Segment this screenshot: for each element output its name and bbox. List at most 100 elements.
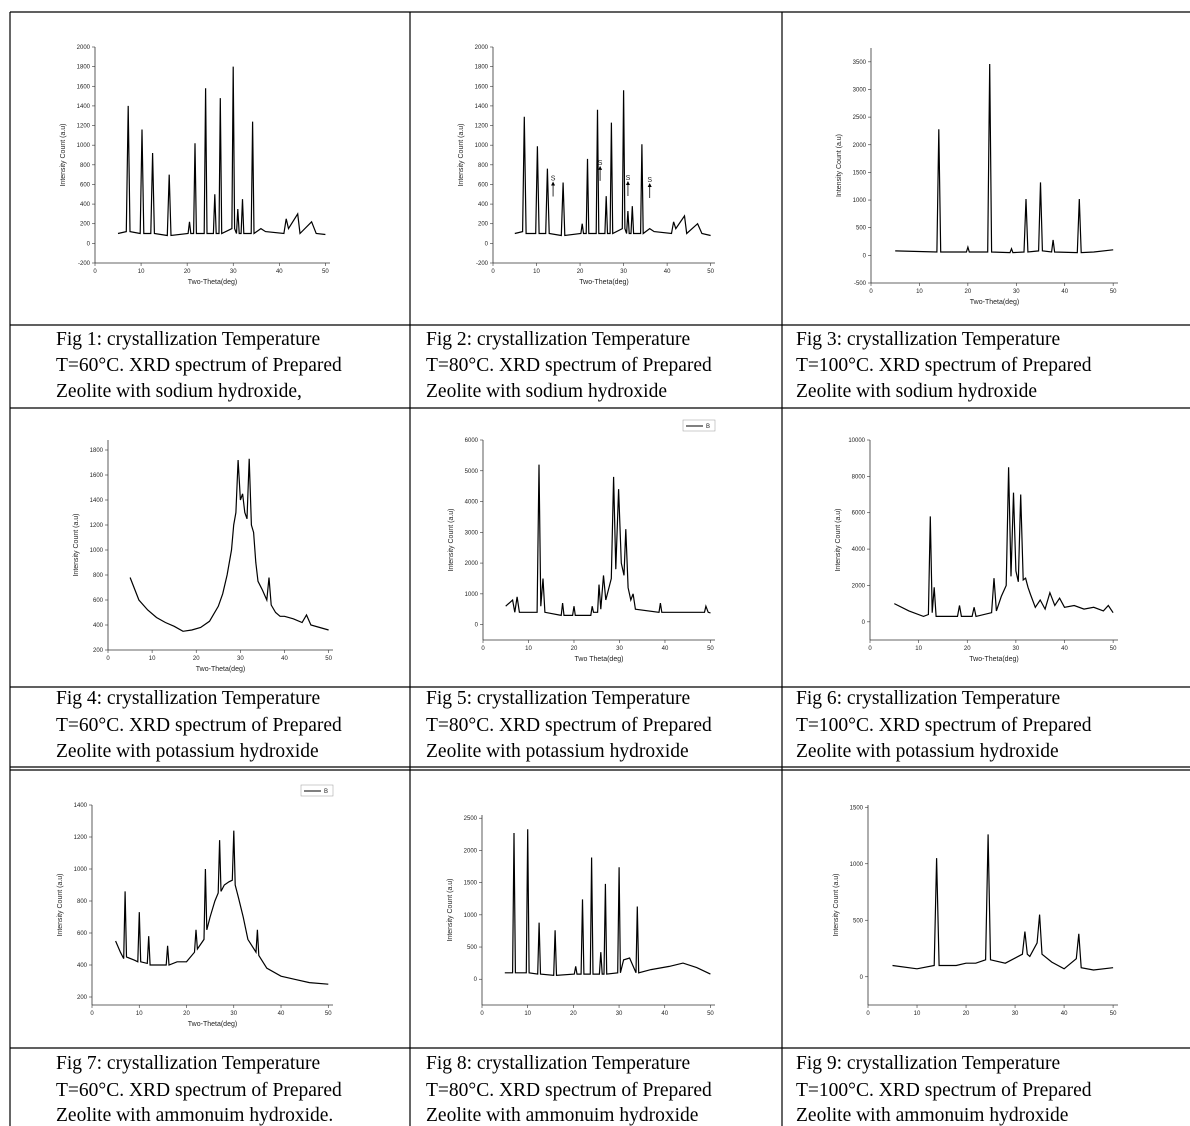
x-tick-label: 40	[1061, 1011, 1068, 1017]
x-tick-label: 30	[230, 1011, 237, 1017]
caption-line: T=60°C. XRD spectrum of Prepared	[56, 355, 342, 376]
annotation-arrowhead	[625, 181, 630, 186]
x-tick-label: 30	[620, 269, 627, 275]
annotation: S	[551, 176, 556, 183]
caption-line: T=60°C. XRD spectrum of Prepared	[56, 1080, 342, 1101]
y-tick-label: 3500	[853, 60, 867, 66]
caption-line: T=100°C. XRD spectrum of Prepared	[796, 715, 1092, 736]
x-tick-label: 40	[276, 269, 283, 275]
x-tick-label: 10	[136, 1011, 143, 1017]
caption-line: Fig 9: crystallization Temperature	[796, 1053, 1060, 1074]
x-tick-label: 0	[106, 656, 110, 662]
x-tick-label: 20	[577, 269, 584, 275]
x-tick-label: 50	[325, 1011, 332, 1017]
legend-label: B	[706, 424, 710, 430]
x-tick-label: 40	[1061, 289, 1068, 295]
x-tick-label: 20	[570, 1011, 577, 1017]
x-tick-label: 50	[707, 646, 714, 652]
caption-line: Fig 3: crystallization Temperature	[796, 329, 1060, 350]
x-tick-label: 30	[616, 1011, 623, 1017]
y-tick-label: -200	[78, 261, 91, 267]
y-tick-label: 200	[80, 222, 91, 228]
xrd-chart: -200020040060080010001200140016001800200…	[60, 45, 330, 286]
y-axis-label: Intensity Count (a.u)	[833, 873, 840, 936]
y-tick-label: 2000	[852, 583, 866, 589]
caption-line: T=80°C. XRD spectrum of Prepared	[426, 1080, 712, 1101]
y-tick-label: 500	[853, 918, 864, 924]
x-tick-label: 20	[193, 656, 200, 662]
y-tick-label: 400	[80, 202, 91, 208]
x-tick-label: 10	[149, 656, 156, 662]
caption-line: Zeolite with potassium hydroxide	[426, 741, 689, 762]
y-tick-label: 1200	[475, 124, 489, 130]
y-tick-label: 1000	[464, 913, 478, 919]
x-tick-label: 50	[707, 1011, 714, 1017]
x-tick-label: 20	[184, 269, 191, 275]
x-axis-label: Two Theta(deg)	[575, 656, 624, 663]
x-tick-label: 50	[1110, 289, 1117, 295]
annotation-arrowhead	[598, 165, 603, 170]
y-axis-label: Intensity Count (a.u)	[448, 508, 455, 571]
x-tick-label: 20	[571, 646, 578, 652]
caption-line: T=80°C. XRD spectrum of Prepared	[426, 355, 712, 376]
xrd-chart: 0 2000 4000 6000 8000 10000 0 10 20 30 40 50 Two-The…	[835, 438, 1118, 663]
x-tick-label: 0	[868, 646, 872, 652]
y-tick-label: 1600	[90, 473, 104, 479]
y-tick-label: 800	[77, 899, 88, 905]
spectrum-line	[117, 66, 326, 237]
y-tick-label: 800	[93, 573, 104, 579]
y-tick-label: 1500	[853, 170, 867, 176]
y-tick-label: 3000	[465, 530, 479, 536]
y-tick-label: 500	[467, 945, 478, 951]
spectrum-line	[894, 467, 1114, 618]
caption-line: Zeolite with sodium hydroxide	[796, 381, 1037, 402]
y-axis-label: Intensity Count (a.u)	[447, 878, 454, 941]
y-tick-label: 2500	[464, 816, 478, 822]
x-tick-label: 50	[325, 656, 332, 662]
x-tick-label: 30	[1013, 289, 1020, 295]
y-tick-label: 0	[862, 620, 866, 626]
caption-line: Zeolite with sodium hydroxide	[426, 381, 667, 402]
x-tick-label: 0	[866, 1011, 870, 1017]
y-axis-label: Intensity Count (a.u)	[458, 123, 465, 186]
y-axis-label: Intensity Count (a.u)	[73, 513, 80, 576]
caption-line: Zeolite with potassium hydroxide	[56, 741, 319, 762]
x-axis-label: Two-Theta(deg)	[970, 299, 1019, 306]
x-tick-label: 40	[661, 1011, 668, 1017]
xrd-chart: 0 500 1000 1500 2000 2500 0 10 20 30 40 50 Intensity…	[447, 815, 715, 1017]
x-tick-label: 0	[481, 646, 485, 652]
y-tick-label: 0	[485, 241, 489, 247]
y-tick-label: 1400	[74, 803, 88, 809]
y-tick-label: 0	[474, 977, 478, 983]
x-tick-label: 0	[491, 269, 495, 275]
y-axis-label: Intensity Count (a.u)	[835, 508, 842, 571]
y-tick-label: 500	[856, 226, 867, 232]
x-tick-label: 40	[278, 1011, 285, 1017]
caption-line: Fig 1: crystallization Temperature	[56, 329, 320, 350]
annotation: S	[598, 160, 603, 167]
x-tick-label: 30	[230, 269, 237, 275]
y-tick-label: 1800	[475, 65, 489, 71]
x-axis-label: Two-Theta(deg)	[188, 279, 237, 286]
caption-line: Fig 7: crystallization Temperature	[56, 1053, 320, 1074]
spectrum-line	[514, 90, 711, 237]
y-tick-label: 1200	[77, 124, 91, 130]
caption-line: Zeolite with ammonuim hydroxide	[426, 1105, 698, 1126]
spectrum-line	[129, 458, 329, 632]
y-tick-label: 800	[80, 163, 91, 169]
y-tick-label: 1000	[475, 143, 489, 149]
legend-box	[682, 419, 716, 432]
y-tick-label: 2000	[77, 45, 91, 51]
caption-line: T=60°C. XRD spectrum of Prepared	[56, 715, 342, 736]
y-tick-label: 0	[87, 241, 91, 247]
y-tick-label: 200	[93, 648, 104, 654]
x-tick-label: 50	[707, 269, 714, 275]
x-axis-label: Two-Theta(deg)	[579, 279, 628, 286]
y-tick-label: 1000	[90, 548, 104, 554]
spectrum-line	[895, 63, 1114, 254]
x-tick-label: 0	[93, 269, 97, 275]
y-tick-label: 1600	[475, 84, 489, 90]
y-tick-label: 6000	[852, 511, 866, 517]
